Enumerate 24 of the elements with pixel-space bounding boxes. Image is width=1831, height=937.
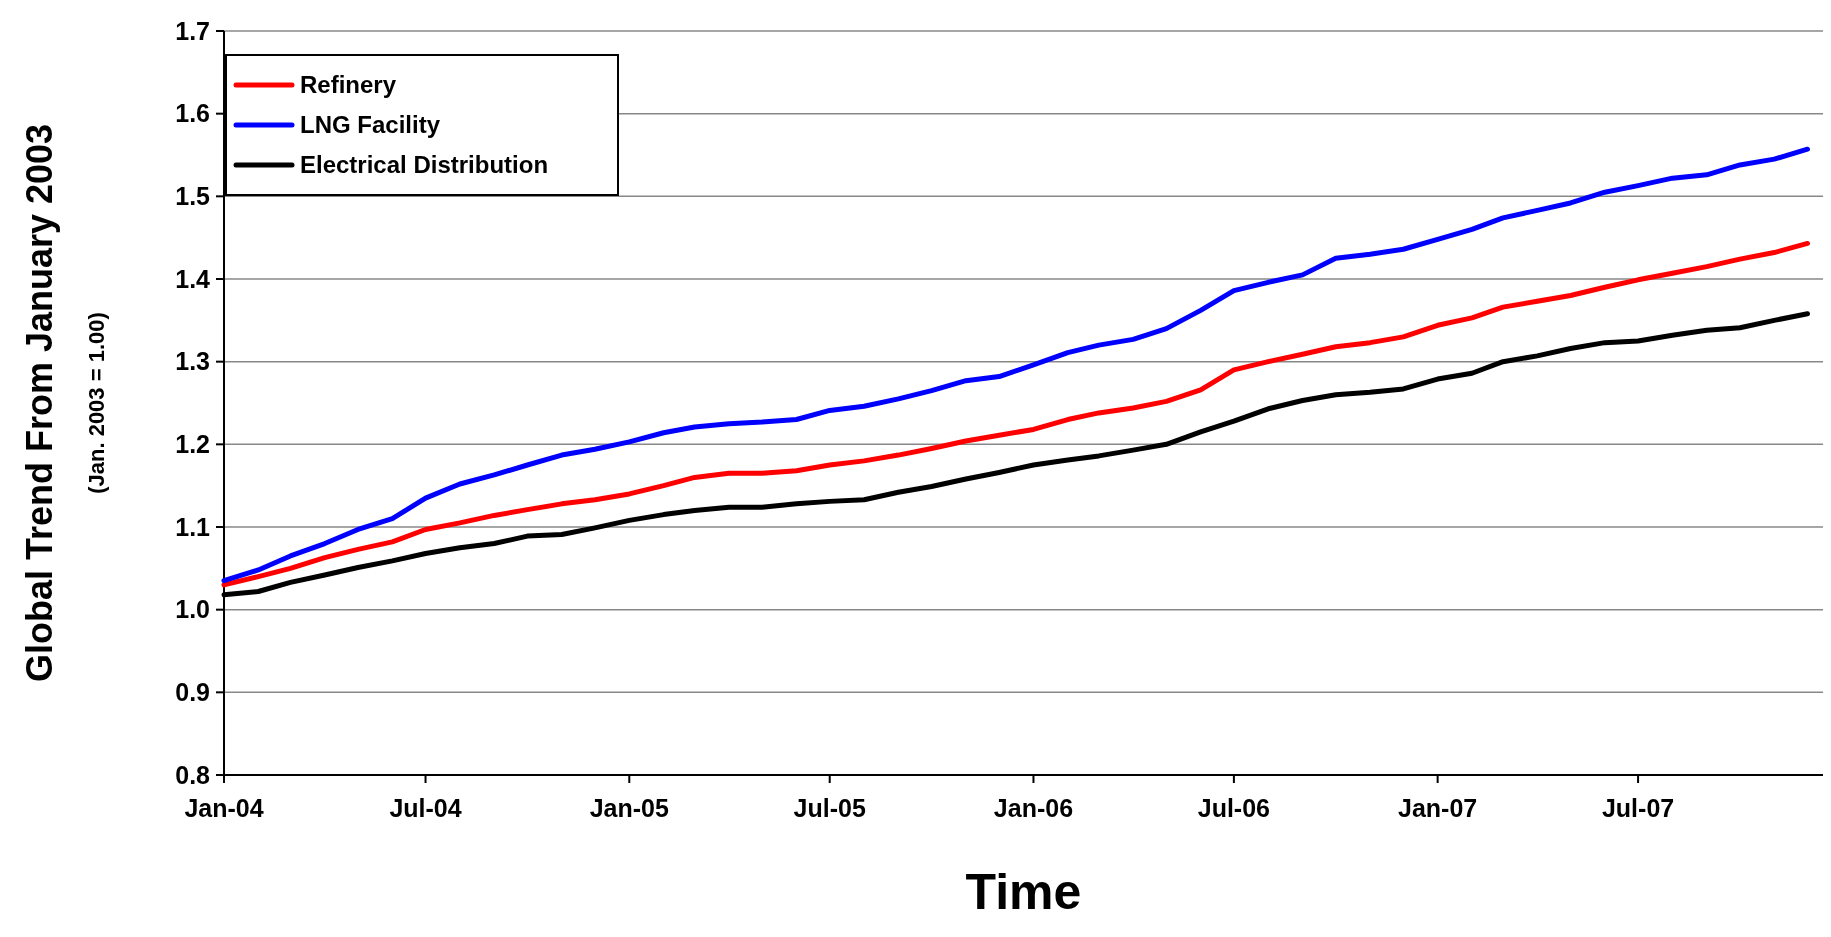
x-tick-label: Jan-07 <box>1398 794 1478 822</box>
y-tick-label: 1.2 <box>175 430 210 459</box>
y-tick-label: 0.9 <box>175 678 210 707</box>
x-tick-label: Jul-06 <box>1197 794 1271 822</box>
x-tick-label: Jul-05 <box>793 794 866 822</box>
y-axis-title: Global Trend From January 2003 <box>19 123 60 683</box>
x-tick-label: Jan-05 <box>589 794 669 822</box>
x-axis-title: Time <box>965 864 1082 920</box>
y-tick-label: 1.1 <box>175 512 211 541</box>
legend-label: Refinery <box>300 71 397 99</box>
y-tick-label: 1.7 <box>175 16 210 45</box>
y-tick-label: 1.0 <box>175 595 210 624</box>
legend-label: Electrical Distribution <box>300 151 549 179</box>
y-tick-label: 1.4 <box>175 264 211 293</box>
x-tick-label: Jan-06 <box>993 794 1074 822</box>
x-tick-label: Jan-04 <box>184 794 264 822</box>
y-tick-label: 1.6 <box>175 99 210 128</box>
text: (Jan. 2003 = 1.00) <box>84 312 109 494</box>
y-tick-label: 1.3 <box>175 347 210 376</box>
legend-label: LNG Facility <box>300 111 441 139</box>
y-tick-label: 1.5 <box>175 182 211 211</box>
x-tick-label: Jul-07 <box>1601 794 1675 822</box>
x-tick-label: Jul-04 <box>389 794 462 822</box>
y-tick-label: 0.8 <box>175 760 211 789</box>
